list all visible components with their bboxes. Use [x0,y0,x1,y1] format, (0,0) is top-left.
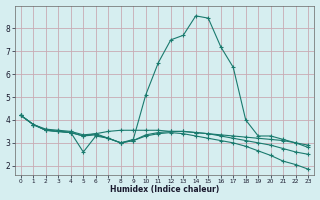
X-axis label: Humidex (Indice chaleur): Humidex (Indice chaleur) [110,185,219,194]
